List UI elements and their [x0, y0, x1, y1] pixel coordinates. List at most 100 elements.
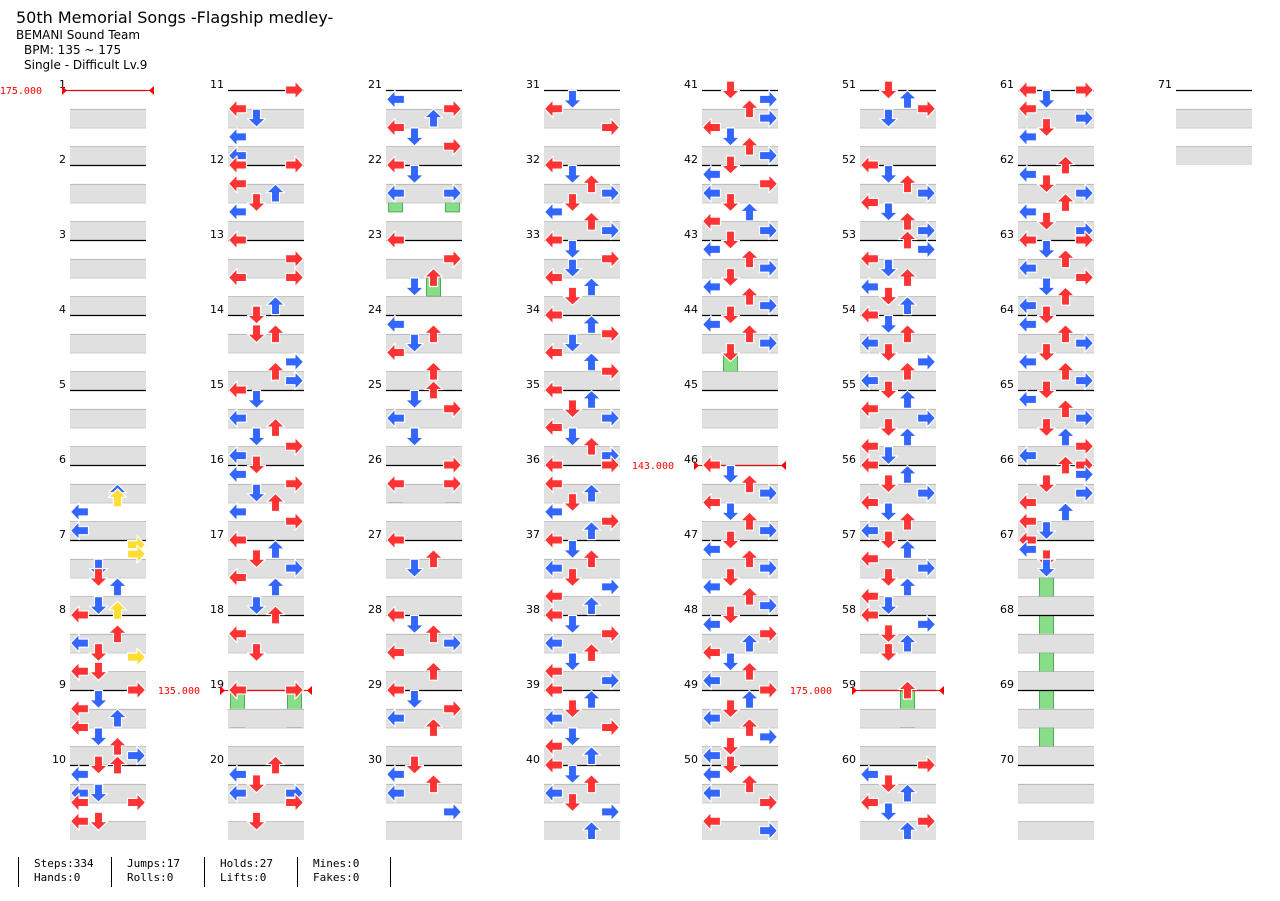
- arrow-shape: [600, 717, 621, 738]
- arrow-left-icon: [227, 502, 248, 522]
- beat-shade: [544, 521, 620, 540]
- arrow-up-icon: [739, 774, 760, 794]
- arrow-right-icon: [442, 633, 463, 653]
- arrow-up-icon: [739, 633, 760, 653]
- arrow-left-icon: [1017, 389, 1038, 409]
- arrow-down-icon: [562, 567, 583, 588]
- arrow-shape: [227, 267, 248, 288]
- arrow-shape: [739, 202, 760, 222]
- arrow-shape: [69, 811, 90, 831]
- arrow-shape: [600, 408, 621, 428]
- beat-shade: [860, 333, 936, 353]
- arrow-down-icon: [720, 605, 741, 625]
- arrow-shape: [720, 267, 741, 288]
- arrow-shape: [1055, 155, 1076, 175]
- arrow-shape: [423, 108, 444, 128]
- arrow-shape: [600, 249, 621, 269]
- arrow-down-icon: [720, 502, 741, 522]
- arrow-shape: [758, 558, 779, 578]
- arrow-shape: [1017, 258, 1038, 278]
- arrow-right-icon: [126, 792, 147, 813]
- arrow-shape: [701, 314, 722, 334]
- beat-shade: [1018, 783, 1094, 803]
- measure-number: 52: [842, 153, 856, 166]
- arrow-left-icon: [701, 164, 722, 184]
- arrow-down-icon: [562, 614, 583, 634]
- arrow-left-icon: [859, 249, 880, 269]
- arrow-left-icon: [701, 764, 722, 784]
- arrow-down-icon: [878, 417, 899, 438]
- arrow-right-icon: [126, 544, 147, 564]
- arrow-left-icon: [385, 680, 406, 700]
- arrow-shape: [739, 324, 760, 344]
- arrow-shape: [758, 521, 779, 541]
- arrow-shape: [720, 652, 741, 672]
- beat-shade: [386, 821, 462, 840]
- measure-number: 54: [842, 303, 856, 316]
- arrow-shape: [385, 783, 406, 803]
- arrow-right-icon: [1074, 108, 1095, 128]
- arrow-down-icon: [562, 164, 583, 184]
- arrow-shape: [543, 708, 564, 728]
- arrow-left-icon: [859, 155, 880, 175]
- arrow-down-icon: [1036, 305, 1057, 325]
- arrow-up-icon: [897, 89, 918, 109]
- arrow-left-icon: [227, 230, 248, 250]
- arrow-shape: [600, 455, 621, 475]
- arrow-up-icon: [423, 661, 444, 681]
- arrow-shape: [916, 811, 937, 831]
- arrow-left-icon: [227, 267, 248, 288]
- arrow-up-icon: [897, 211, 918, 231]
- beat-shade: [1018, 408, 1094, 428]
- arrow-left-icon: [1017, 202, 1038, 222]
- arrow-shape: [897, 211, 918, 231]
- arrow-left-icon: [543, 605, 564, 625]
- arrow-shape: [1074, 183, 1095, 203]
- arrow-shape: [385, 408, 406, 428]
- arrow-shape: [916, 183, 937, 203]
- arrow-shape: [543, 267, 564, 288]
- beat-shade: [1018, 558, 1094, 578]
- arrow-right-icon: [284, 436, 305, 456]
- arrow-right-icon: [1074, 371, 1095, 391]
- arrow-shape: [1017, 296, 1038, 316]
- arrow-up-icon: [581, 689, 602, 709]
- arrow-down-icon: [562, 492, 583, 513]
- arrow-shape: [385, 605, 406, 625]
- measure-number: 9: [59, 678, 66, 691]
- arrow-shape: [227, 680, 248, 700]
- arrow-shape: [284, 436, 305, 456]
- measure-number: 22: [368, 153, 382, 166]
- arrow-shape: [265, 183, 286, 203]
- beat-shade: [544, 633, 620, 653]
- arrow-shape: [878, 342, 899, 363]
- arrow-up-icon: [265, 492, 286, 513]
- measure-number: 26: [368, 453, 382, 466]
- arrow-shape: [739, 549, 760, 569]
- arrow-shape: [69, 521, 90, 541]
- beat-shade: [702, 521, 778, 540]
- arrow-left-icon: [1017, 127, 1038, 147]
- measure-number: 36: [526, 453, 540, 466]
- arrow-shape: [227, 155, 248, 175]
- arrow-left-icon: [227, 174, 248, 194]
- arrow-left-icon: [859, 371, 880, 391]
- arrow-shape: [758, 108, 779, 128]
- arrow-shape: [878, 774, 899, 794]
- arrow-up-icon: [581, 549, 602, 569]
- arrow-down-icon: [246, 596, 267, 616]
- arrow-left-icon: [701, 455, 722, 475]
- arrow-shape: [562, 89, 583, 109]
- arrow-shape: [916, 239, 937, 259]
- arrow-shape: [1036, 117, 1057, 138]
- arrow-shape: [897, 267, 918, 288]
- arrow-right-icon: [758, 483, 779, 503]
- measure-number: 48: [684, 603, 698, 616]
- beat-shade: [544, 483, 620, 503]
- measure-number: 70: [1000, 753, 1014, 766]
- arrow-right-icon: [284, 474, 305, 494]
- arrow-shape: [600, 577, 621, 597]
- arrow-left-icon: [1017, 258, 1038, 278]
- arrow-left-icon: [227, 530, 248, 550]
- arrow-right-icon: [916, 755, 937, 775]
